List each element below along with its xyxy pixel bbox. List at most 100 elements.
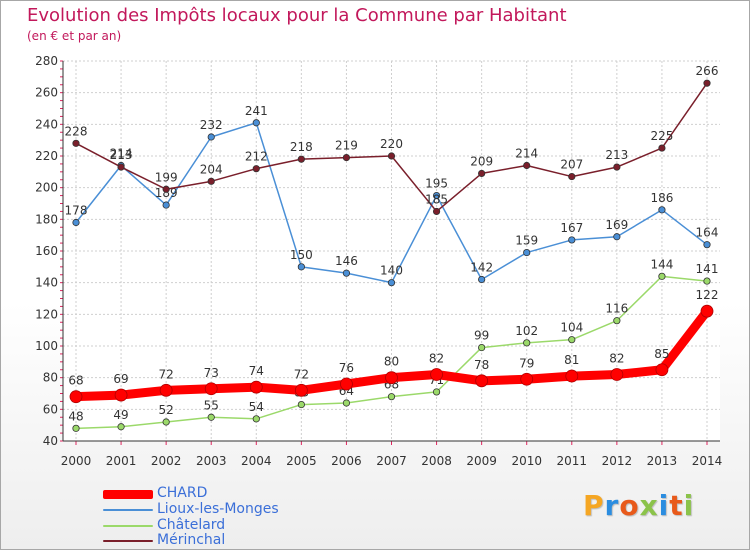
data-label-chard: 72: [159, 367, 174, 381]
data-point-ch-telard: [658, 272, 666, 280]
data-point-m-rinchal: [432, 207, 441, 216]
data-label-lioux-les-monges: 178: [65, 204, 88, 218]
y-tick-label: 160: [35, 244, 58, 258]
data-label-m-rinchal: 204: [200, 162, 223, 176]
data-point-chard: [565, 369, 579, 383]
data-point-m-rinchal: [568, 172, 576, 181]
data-point-chard: [520, 372, 534, 386]
data-point-lioux-les-monges: [613, 233, 621, 241]
x-tick-label: 2008: [421, 454, 452, 468]
data-label-ch-telard: 141: [696, 262, 719, 276]
data-point-m-rinchal: [387, 152, 396, 160]
data-label-chard: 73: [204, 366, 219, 380]
data-label-ch-telard: 52: [159, 403, 174, 417]
data-label-chard: 76: [339, 361, 354, 375]
data-point-lioux-les-monges: [207, 133, 215, 141]
data-label-m-rinchal: 214: [515, 147, 538, 161]
data-point-lioux-les-monges: [72, 218, 80, 227]
data-label-ch-telard: 54: [249, 400, 264, 414]
logo-letter: i: [658, 489, 670, 522]
data-point-m-rinchal: [703, 79, 711, 87]
x-tick-label: 2004: [241, 454, 272, 468]
legend-swatch-merinchal: [103, 540, 153, 542]
data-point-m-rinchal: [658, 144, 666, 152]
data-point-m-rinchal: [613, 163, 621, 171]
data-label-m-rinchal: 228: [65, 124, 88, 138]
logo-letter: i: [683, 489, 695, 522]
data-label-chard: 79: [519, 356, 534, 370]
data-label-m-rinchal: 219: [335, 139, 358, 153]
data-label-lioux-les-monges: 140: [380, 264, 403, 278]
data-label-chard: 82: [609, 352, 624, 366]
x-tick-label: 2007: [376, 454, 407, 468]
legend-label-chatelard: Châtelard: [157, 517, 226, 533]
legend-swatch-lioux-les-monges: [103, 509, 153, 511]
data-point-m-rinchal: [478, 169, 486, 178]
data-label-m-rinchal: 220: [380, 137, 403, 151]
data-point-ch-telard: [117, 423, 125, 431]
data-label-lioux-les-monges: 232: [200, 118, 223, 132]
logo-letter: P: [583, 489, 605, 522]
data-label-chard: 80: [384, 355, 399, 369]
data-point-chard: [610, 368, 624, 381]
data-point-lioux-les-monges: [162, 201, 170, 209]
logo-letter: x: [639, 489, 659, 522]
data-point-lioux-les-monges: [297, 263, 305, 271]
y-tick-label: 240: [35, 117, 58, 131]
data-point-chard: [294, 383, 308, 397]
data-point-chard: [655, 363, 669, 377]
data-point-ch-telard: [523, 339, 531, 347]
data-point-m-rinchal: [297, 155, 305, 163]
y-tick-label: 40: [43, 434, 58, 448]
data-label-lioux-les-monges: 189: [155, 186, 178, 200]
data-point-ch-telard: [162, 418, 170, 426]
legend-swatch-chatelard: [103, 525, 153, 527]
data-label-lioux-les-monges: 214: [110, 147, 133, 161]
x-tick-label: 2002: [151, 454, 182, 468]
data-label-chard: 68: [68, 374, 83, 388]
x-tick-label: 2011: [557, 454, 588, 468]
data-label-chard: 74: [249, 364, 264, 378]
data-label-m-rinchal: 199: [155, 170, 178, 184]
data-label-chard: 82: [429, 352, 444, 366]
data-point-ch-telard: [297, 400, 305, 409]
data-label-lioux-les-monges: 241: [245, 104, 268, 118]
data-label-lioux-les-monges: 159: [515, 234, 538, 248]
logo-letter: o: [619, 489, 640, 522]
data-point-m-rinchal: [252, 165, 260, 173]
x-tick-label: 2005: [286, 454, 317, 468]
data-point-lioux-les-monges: [478, 275, 486, 284]
y-tick-label: 180: [35, 212, 58, 226]
data-label-m-rinchal: 212: [245, 150, 268, 164]
data-point-ch-telard: [568, 336, 576, 344]
x-tick-label: 2003: [196, 454, 227, 468]
data-point-chard: [204, 382, 218, 396]
data-label-m-rinchal: 207: [560, 158, 583, 172]
data-point-lioux-les-monges: [387, 279, 396, 287]
y-tick-label: 100: [35, 339, 58, 353]
data-point-chard: [249, 380, 263, 394]
data-label-lioux-les-monges: 186: [650, 191, 673, 205]
data-point-ch-telard: [252, 415, 260, 423]
y-tick-label: 60: [43, 402, 58, 416]
data-point-lioux-les-monges: [703, 241, 711, 249]
data-point-lioux-les-monges: [252, 119, 260, 127]
data-point-ch-telard: [703, 277, 711, 285]
logo-letter: r: [604, 489, 620, 522]
data-point-m-rinchal: [207, 177, 215, 185]
data-point-m-rinchal: [72, 139, 80, 147]
legend-label-chard: CHARD: [157, 485, 208, 501]
data-label-chard: 72: [294, 367, 309, 381]
data-label-chard: 85: [654, 347, 669, 361]
data-label-ch-telard: 48: [68, 409, 83, 423]
data-label-lioux-les-monges: 169: [605, 218, 628, 232]
data-label-lioux-les-monges: 167: [560, 221, 583, 235]
data-label-m-rinchal: 225: [650, 129, 673, 143]
data-point-m-rinchal: [523, 161, 531, 170]
data-point-ch-telard: [72, 424, 80, 432]
logo-letter: t: [669, 489, 684, 522]
proxiti-logo: Proxiti: [583, 489, 694, 522]
x-tick-label: 2012: [602, 454, 633, 468]
data-point-ch-telard: [432, 388, 441, 396]
